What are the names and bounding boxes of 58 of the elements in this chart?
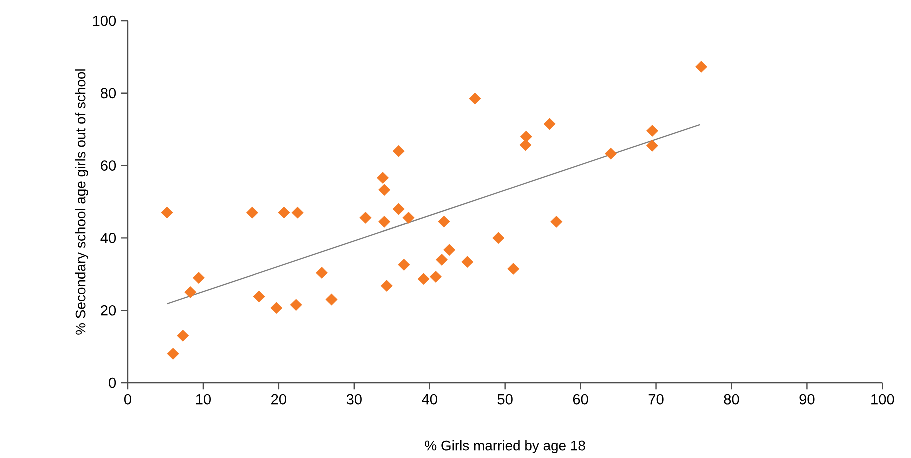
point xyxy=(360,212,372,224)
x-tick-label: 100 xyxy=(872,394,894,405)
point xyxy=(161,207,174,219)
x-tick-label: 20 xyxy=(272,394,286,405)
point xyxy=(492,232,504,244)
point xyxy=(246,207,258,219)
point xyxy=(193,272,205,284)
y-tick-label: 20 xyxy=(101,305,116,316)
point xyxy=(177,330,190,342)
point xyxy=(436,254,448,266)
point xyxy=(253,291,266,303)
point xyxy=(380,280,393,292)
point xyxy=(398,259,410,271)
point xyxy=(316,267,328,279)
point xyxy=(462,256,474,268)
point xyxy=(290,299,302,312)
y-tick-label: 100 xyxy=(93,16,116,26)
x-tick-label: 30 xyxy=(346,394,362,405)
point xyxy=(418,273,430,285)
x-tick-label: 10 xyxy=(196,394,212,405)
y-tick-label: 40 xyxy=(100,233,116,244)
point xyxy=(377,172,389,184)
x-tick-label: 70 xyxy=(648,394,664,405)
point xyxy=(430,271,442,283)
y-tick-label: 80 xyxy=(101,88,116,99)
x-tick-label: 90 xyxy=(800,394,815,405)
point xyxy=(438,216,450,228)
point xyxy=(278,207,290,219)
point xyxy=(167,348,180,360)
point xyxy=(326,294,338,306)
point xyxy=(270,302,283,314)
point xyxy=(696,61,708,73)
point xyxy=(646,125,658,137)
point xyxy=(402,212,415,224)
point xyxy=(393,145,405,158)
point xyxy=(508,263,520,275)
x-tick-label: 50 xyxy=(498,394,513,405)
x-tick-label: 40 xyxy=(422,394,438,405)
point xyxy=(646,140,658,152)
point xyxy=(469,92,482,105)
x-tick-label: 60 xyxy=(573,394,588,405)
point xyxy=(550,216,563,228)
x-tick-label: 80 xyxy=(724,394,740,405)
point xyxy=(378,184,391,196)
point xyxy=(444,244,456,256)
point xyxy=(544,118,556,130)
point xyxy=(393,203,405,216)
point xyxy=(605,148,617,160)
point xyxy=(520,139,532,152)
x-tick-label: 0 xyxy=(124,394,132,405)
y-tick-label: 60 xyxy=(101,160,116,171)
y-tick-label: 0 xyxy=(109,378,116,388)
point xyxy=(184,286,197,298)
point xyxy=(520,130,532,143)
x-axis-title: % Girls married by age 18 xyxy=(425,440,586,454)
point xyxy=(292,207,304,219)
y-axis-title: % Secondary school age girls out of school xyxy=(75,70,88,335)
point xyxy=(378,216,391,228)
